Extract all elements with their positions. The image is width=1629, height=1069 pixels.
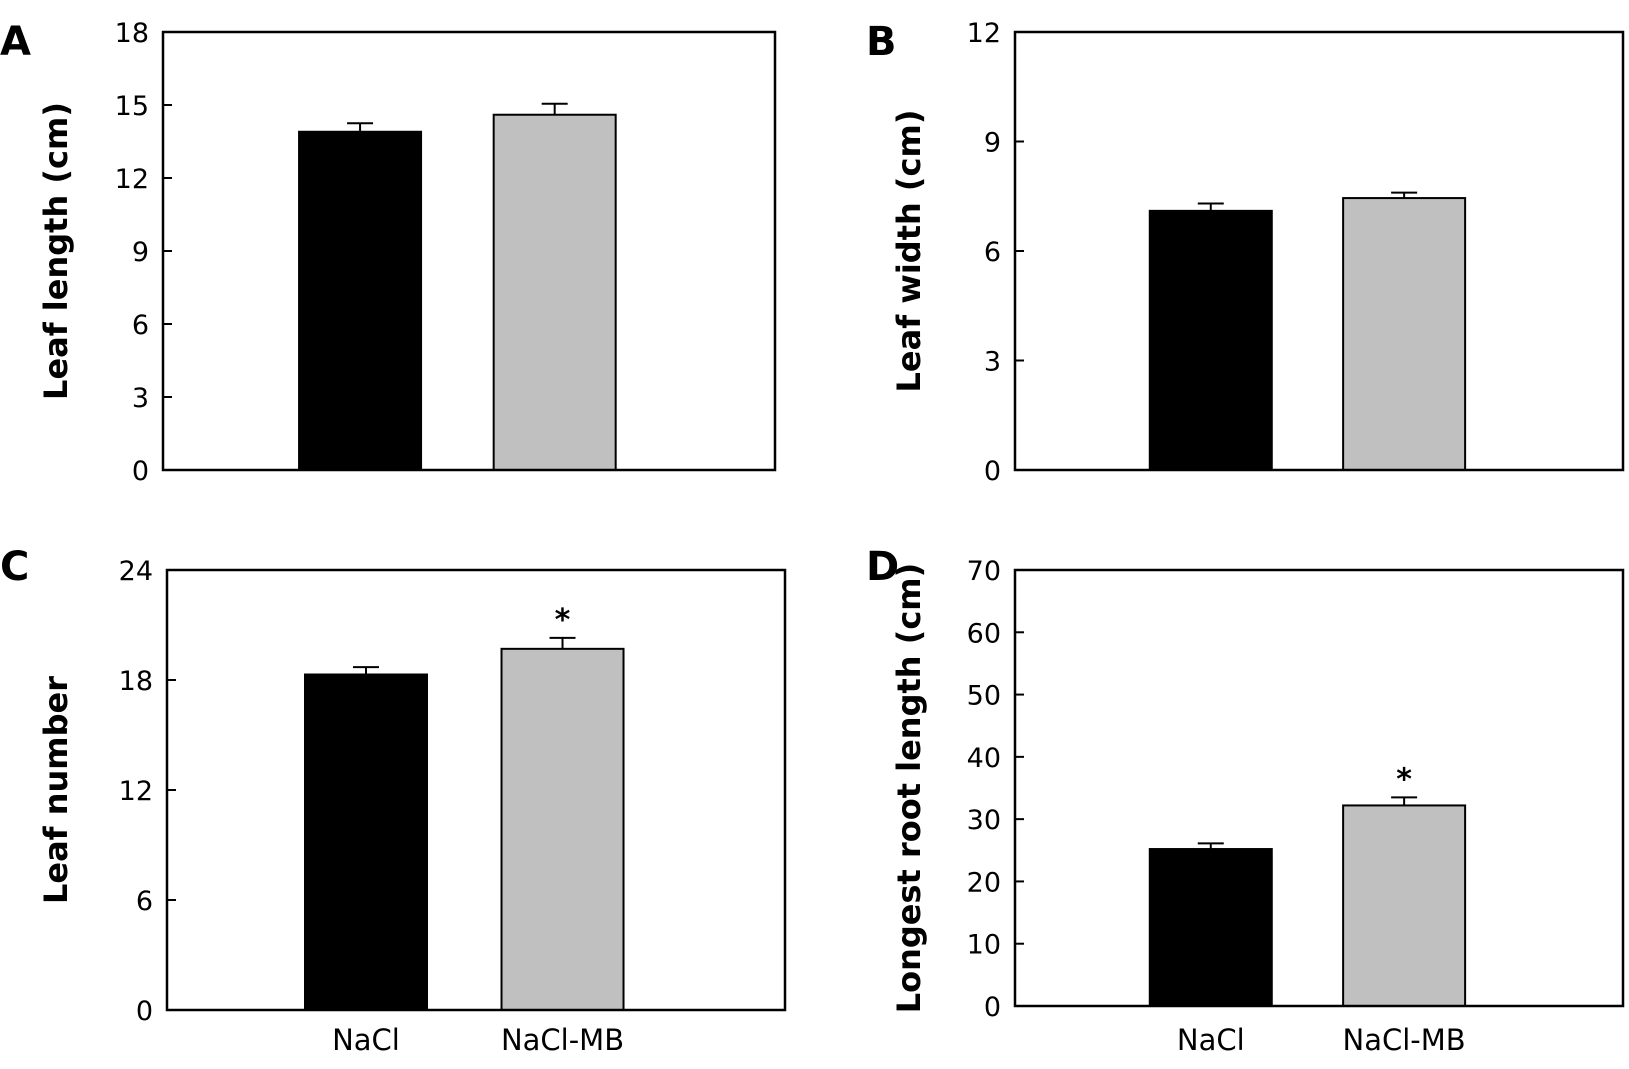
panel-a-frame [161, 30, 777, 472]
panel-a-ytick-label-2: 6 [132, 310, 149, 341]
panel-a-ytick-label-4: 12 [115, 164, 149, 195]
panel-b-bar-1 [1342, 197, 1467, 471]
panel-d-ytick-label-7: 70 [967, 556, 1001, 587]
panel-a-ylabel: Leaf length (cm) [37, 102, 75, 400]
panel-b-ytick-label-3: 9 [984, 128, 1001, 159]
panel-b-frame [1013, 30, 1625, 472]
panel-c-category-label-1: NaCl-MB [501, 1023, 624, 1057]
panel-b-ytick-label-4: 12 [967, 18, 1001, 49]
panel-d-ytick-label-5: 50 [967, 681, 1001, 712]
panel-b-bar-0 [1148, 209, 1273, 471]
panel-a-ytick-label-3: 9 [132, 237, 149, 268]
panel-c-ytick-label-0: 0 [136, 996, 153, 1027]
panel-c-ytick-label-3: 18 [119, 666, 153, 697]
panel-d-ytick-label-1: 10 [967, 930, 1001, 961]
panel-c-bar-1 [500, 647, 625, 1011]
panel-a-ytick-label-1: 3 [132, 383, 149, 414]
panel-d-ytick-label-2: 20 [967, 867, 1001, 898]
panel-d-ytick-label-0: 0 [984, 992, 1001, 1023]
panel-b-ytick-label-1: 3 [984, 347, 1001, 378]
panel-d-ytick-label-6: 60 [967, 618, 1001, 649]
panel-b-ylabel: Leaf width (cm) [890, 110, 928, 393]
panel-b-ytick-label-2: 6 [984, 237, 1001, 268]
panel-a-bar-0 [298, 130, 423, 471]
panel-c-frame [165, 568, 787, 1012]
panel-c-ytick-label-4: 24 [119, 556, 153, 587]
panel-a-ytick-label-5: 15 [115, 91, 149, 122]
panel-d-bar-1 [1342, 804, 1467, 1007]
panel-d-category-label-0: NaCl [1177, 1023, 1245, 1057]
panel-a-letter: A [0, 19, 31, 65]
panel-c-ylabel: Leaf number [37, 676, 75, 904]
panel-d-ylabel: Longest root length (cm) [890, 563, 928, 1014]
panel-c-category-label-0: NaCl [332, 1023, 400, 1057]
panel-a-bar-1 [492, 113, 617, 471]
panel-c-ytick-label-1: 6 [136, 886, 153, 917]
panel-a-ytick-label-6: 18 [115, 18, 149, 49]
panel-a-ytick-label-0: 0 [132, 456, 149, 487]
panel-d-ytick-label-4: 40 [967, 743, 1001, 774]
panel-d-frame [1013, 568, 1625, 1008]
panel-d-ytick-label-3: 30 [967, 805, 1001, 836]
panel-c-ytick-label-2: 12 [119, 776, 153, 807]
panel-d-significance-1: * [1396, 762, 1412, 797]
panel-b-ytick-label-0: 0 [984, 456, 1001, 487]
panel-d-bar-0 [1148, 848, 1273, 1007]
panel-d-category-label-1: NaCl-MB [1343, 1023, 1466, 1057]
panel-c-bar-0 [303, 673, 428, 1011]
panel-c-significance-1: * [555, 603, 571, 638]
panel-c-letter: C [0, 544, 29, 590]
panel-b-letter: B [866, 19, 897, 65]
panel-d-letter: D [866, 544, 899, 590]
